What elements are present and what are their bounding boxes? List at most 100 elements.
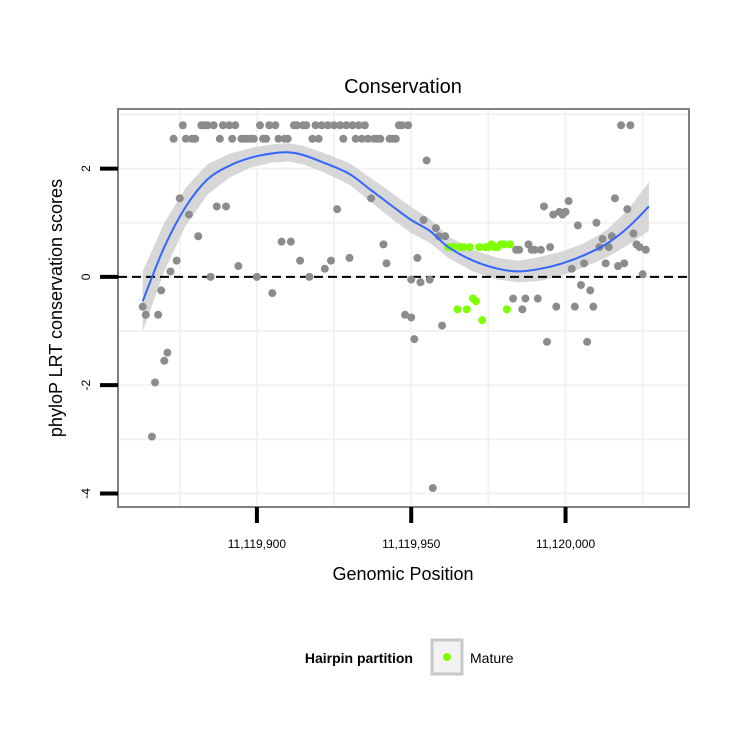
data-point xyxy=(249,134,258,143)
data-point xyxy=(580,259,589,268)
data-point xyxy=(592,218,601,227)
mature-point xyxy=(502,305,511,314)
data-point xyxy=(604,243,613,252)
data-point xyxy=(413,253,422,262)
data-point xyxy=(629,229,638,238)
data-point xyxy=(422,156,431,165)
data-point xyxy=(308,134,317,143)
data-point xyxy=(336,121,345,130)
data-point xyxy=(515,245,524,254)
y-tick-label: -2 xyxy=(79,380,93,391)
data-point xyxy=(342,121,351,130)
data-point xyxy=(586,286,595,295)
data-point xyxy=(228,134,237,143)
y-tick-label: -4 xyxy=(79,488,93,499)
data-point xyxy=(638,270,647,279)
data-point xyxy=(317,121,326,130)
data-point xyxy=(367,194,376,203)
data-point xyxy=(333,205,342,214)
mature-point xyxy=(465,243,474,252)
data-point xyxy=(283,134,292,143)
data-point xyxy=(552,302,561,311)
data-point xyxy=(326,256,335,265)
axes: 11,119,900 11,119,950 11,120,000 -4 -2 0 2 xyxy=(79,165,595,551)
data-point xyxy=(610,194,619,203)
data-point xyxy=(320,264,329,273)
data-point xyxy=(441,232,450,241)
data-point xyxy=(305,272,314,281)
data-point xyxy=(539,202,548,211)
data-point xyxy=(218,121,227,130)
data-point xyxy=(589,302,598,311)
data-point xyxy=(138,302,147,311)
data-point xyxy=(635,243,644,252)
data-point xyxy=(364,134,373,143)
data-point xyxy=(536,245,545,254)
x-tick-label: 11,119,950 xyxy=(382,537,441,551)
data-point xyxy=(509,294,518,303)
data-point xyxy=(172,256,181,265)
data-point xyxy=(404,121,413,130)
data-point xyxy=(296,256,305,265)
data-point xyxy=(181,134,190,143)
data-point xyxy=(311,121,320,130)
data-point xyxy=(583,337,592,346)
mature-point xyxy=(499,240,508,249)
data-point xyxy=(598,234,607,243)
data-point xyxy=(231,121,240,130)
legend-key-dot xyxy=(443,653,451,661)
data-point xyxy=(225,121,234,130)
data-point xyxy=(166,267,175,276)
data-point xyxy=(620,259,629,268)
data-point xyxy=(262,134,271,143)
plot-frame xyxy=(117,108,690,508)
data-point xyxy=(268,289,277,298)
data-point xyxy=(401,310,410,319)
mature-point xyxy=(459,243,468,252)
data-point xyxy=(391,134,400,143)
data-point xyxy=(543,337,552,346)
data-point xyxy=(209,121,218,130)
y-tick-label: 0 xyxy=(79,273,93,280)
data-point xyxy=(345,253,354,262)
data-point xyxy=(376,134,385,143)
data-point xyxy=(286,237,295,246)
data-point xyxy=(203,121,212,130)
data-point xyxy=(222,202,231,211)
data-point xyxy=(438,321,447,330)
data-point xyxy=(255,121,264,130)
data-point xyxy=(626,121,635,130)
data-point xyxy=(212,202,221,211)
data-point xyxy=(425,275,434,284)
data-point xyxy=(293,121,302,130)
data-point xyxy=(147,432,156,441)
mature-point xyxy=(478,316,487,325)
data-point xyxy=(175,194,184,203)
data-point xyxy=(407,313,416,322)
data-point xyxy=(151,378,160,387)
data-point xyxy=(274,134,283,143)
data-point xyxy=(561,207,570,216)
mature-point xyxy=(475,243,484,252)
x-tick-label: 11,120,000 xyxy=(536,537,595,551)
data-point xyxy=(351,134,360,143)
data-point xyxy=(397,121,406,130)
chart-title: Conservation xyxy=(344,76,462,98)
data-point xyxy=(157,286,166,295)
data-point xyxy=(169,134,178,143)
data-point xyxy=(573,221,582,230)
data-point xyxy=(601,259,610,268)
data-point xyxy=(530,245,539,254)
data-point xyxy=(154,310,163,319)
data-point xyxy=(564,197,573,206)
x-axis-label: Genomic Position xyxy=(332,564,473,584)
data-point xyxy=(419,216,428,225)
data-point xyxy=(178,121,187,130)
data-point xyxy=(323,121,332,130)
data-point xyxy=(277,237,286,246)
data-point xyxy=(521,294,530,303)
data-point xyxy=(549,210,558,219)
data-point xyxy=(271,121,280,130)
